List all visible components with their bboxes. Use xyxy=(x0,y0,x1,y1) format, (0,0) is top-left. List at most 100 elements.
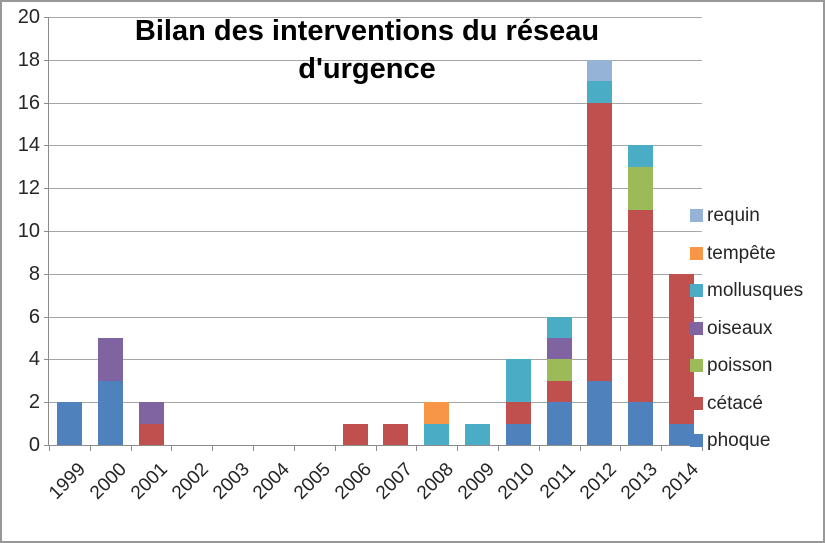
x-tick-3 xyxy=(171,445,172,451)
bar-segment-2012-mollusques xyxy=(587,81,612,103)
y-axis-label-18: 18 xyxy=(17,49,40,71)
y-tick-0 xyxy=(44,445,49,446)
x-tick-0 xyxy=(49,445,50,451)
x-axis-label-2013: 2013 xyxy=(617,459,662,504)
x-axis-label-2014: 2014 xyxy=(658,459,703,504)
gridline-6 xyxy=(49,317,702,318)
y-axis-label-12: 12 xyxy=(17,177,40,199)
x-tick-16 xyxy=(702,445,703,451)
legend-item-requin: requin xyxy=(690,205,820,227)
gridline-18 xyxy=(49,60,702,61)
x-tick-12 xyxy=(539,445,540,451)
bar-segment-2014-cétacé xyxy=(669,274,694,424)
bar-segment-2001-cétacé xyxy=(139,424,164,445)
x-axis-label-2010: 2010 xyxy=(494,459,539,504)
bar-segment-2011-oiseaux xyxy=(547,338,572,359)
gridline-2 xyxy=(49,402,702,403)
y-axis-label-16: 16 xyxy=(17,92,40,114)
x-axis-label-1999: 1999 xyxy=(45,459,90,504)
bar-segment-2014-phoque xyxy=(669,424,694,445)
legend-label-mollusques: mollusques xyxy=(707,280,804,301)
y-tick-14 xyxy=(44,145,49,146)
y-tick-16 xyxy=(44,103,49,104)
legend-swatch-oiseaux xyxy=(690,322,703,335)
bar-segment-2012-phoque xyxy=(587,381,612,445)
legend-label-poisson: poisson xyxy=(707,355,773,376)
x-tick-13 xyxy=(580,445,581,451)
legend-item-tempête: tempête xyxy=(690,243,820,265)
x-tick-9 xyxy=(416,445,417,451)
legend-item-mollusques: mollusques xyxy=(690,280,820,302)
bar-segment-2010-cétacé xyxy=(506,402,531,424)
x-tick-1 xyxy=(90,445,91,451)
x-tick-2 xyxy=(131,445,132,451)
y-tick-8 xyxy=(44,274,49,275)
bar-segment-2006-cétacé xyxy=(343,424,368,445)
chart-title-line1: Bilan des interventions du réseau xyxy=(134,15,600,47)
x-axis-label-2007: 2007 xyxy=(372,459,417,504)
legend-item-oiseaux: oiseaux xyxy=(690,318,820,340)
bar-segment-2009-mollusques xyxy=(465,424,490,445)
gridline-0 xyxy=(49,445,702,446)
bar-segment-2010-phoque xyxy=(506,424,531,445)
x-axis-label-2009: 2009 xyxy=(454,459,499,504)
chart-title-line2: d'urgence xyxy=(298,53,436,85)
legend-label-phoque: phoque xyxy=(707,430,771,451)
x-tick-10 xyxy=(457,445,458,451)
legend-swatch-phoque xyxy=(690,434,703,447)
gridline-8 xyxy=(49,274,702,275)
y-tick-4 xyxy=(44,359,49,360)
y-tick-18 xyxy=(44,60,49,61)
gridline-20 xyxy=(49,17,702,18)
gridline-12 xyxy=(49,188,702,189)
bar-segment-2000-oiseaux xyxy=(98,338,123,381)
legend-swatch-mollusques xyxy=(690,284,703,297)
y-tick-6 xyxy=(44,317,49,318)
x-tick-15 xyxy=(661,445,662,451)
bar-segment-2012-cétacé xyxy=(587,103,612,381)
chart-title: Bilan des interventions du réseau d'urge… xyxy=(62,12,672,88)
legend-label-oiseaux: oiseaux xyxy=(707,318,773,339)
legend-label-tempête: tempête xyxy=(707,243,776,264)
gridline-14 xyxy=(49,145,702,146)
gridline-10 xyxy=(49,231,702,232)
bar-segment-2011-poisson xyxy=(547,359,572,381)
y-axis-label-14: 14 xyxy=(17,134,40,156)
x-axis-label-2004: 2004 xyxy=(249,459,294,504)
bar-segment-2007-cétacé xyxy=(383,424,408,445)
y-tick-10 xyxy=(44,231,49,232)
y-axis-label-0: 0 xyxy=(28,434,40,456)
bar-segment-2011-cétacé xyxy=(547,381,572,402)
x-tick-7 xyxy=(335,445,336,451)
legend-swatch-requin xyxy=(690,209,703,222)
x-axis-label-2011: 2011 xyxy=(536,459,580,503)
legend-swatch-poisson xyxy=(690,359,703,372)
x-axis-label-2006: 2006 xyxy=(331,459,376,504)
bar-segment-2001-oiseaux xyxy=(139,402,164,424)
legend-item-phoque: phoque xyxy=(690,430,820,452)
y-axis-label-6: 6 xyxy=(28,306,40,328)
y-axis-label-8: 8 xyxy=(28,263,40,285)
x-tick-11 xyxy=(498,445,499,451)
y-axis-label-20: 20 xyxy=(17,6,40,28)
legend-label-requin: requin xyxy=(707,205,760,226)
y-axis-line xyxy=(48,17,49,446)
x-tick-6 xyxy=(294,445,295,451)
x-axis-label-2005: 2005 xyxy=(290,459,335,504)
bar-segment-2013-mollusques xyxy=(628,145,653,167)
gridline-4 xyxy=(49,359,702,360)
x-axis-label-2003: 2003 xyxy=(209,459,254,504)
x-tick-5 xyxy=(253,445,254,451)
legend-label-cétacé: cétacé xyxy=(707,393,763,414)
legend-item-cétacé: cétacé xyxy=(690,393,820,415)
bar-segment-2000-phoque xyxy=(98,381,123,445)
bar-segment-2011-phoque xyxy=(547,402,572,445)
gridline-16 xyxy=(49,103,702,104)
y-tick-20 xyxy=(44,17,49,18)
